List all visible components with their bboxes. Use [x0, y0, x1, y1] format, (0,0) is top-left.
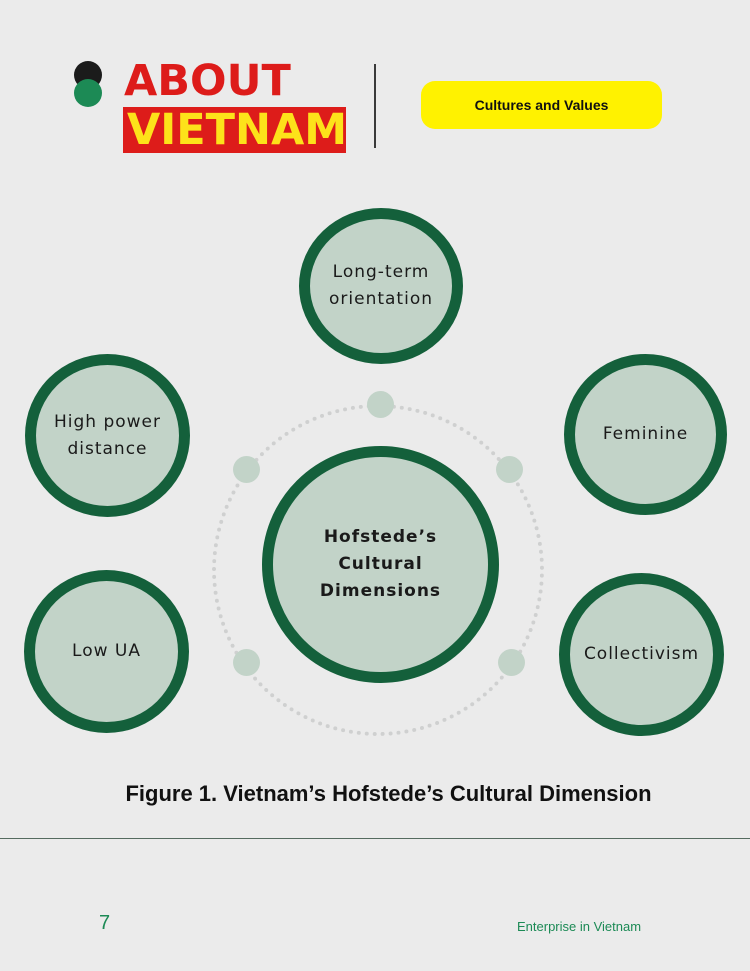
node-label: Long-term orientation	[329, 262, 433, 309]
figure-caption: Figure 1. Vietnam’s Hofstede’s Cultural …	[125, 781, 652, 806]
title-highlight-box	[123, 107, 346, 153]
footer-divider	[0, 838, 750, 839]
node-low-ua: Low UA	[24, 570, 189, 733]
node-label: Collectivism	[583, 644, 700, 664]
node-collectivism: Collectivism	[559, 573, 724, 736]
center-node: Hofstede’s Cultural Dimensions	[262, 446, 499, 683]
connector-dot	[498, 649, 525, 676]
node-high-power-distance: High power distance	[25, 354, 190, 517]
connector-dot	[233, 649, 260, 676]
title-about: ABOUT	[124, 56, 291, 106]
section-label: Cultures and Values	[421, 81, 662, 129]
connector-dot	[233, 456, 260, 483]
title-vietnam: VIETNAM	[127, 105, 348, 155]
logo-dot-green	[74, 79, 102, 107]
node-label: Low UA	[72, 641, 141, 661]
node-label: Feminine	[602, 424, 689, 444]
center-label: Hofstede’s Cultural Dimensions	[319, 527, 442, 601]
header-divider	[374, 64, 376, 148]
page-number: 7	[99, 912, 111, 934]
node-feminine: Feminine	[564, 354, 727, 515]
node-label: High power distance	[53, 411, 162, 459]
node-long-term-orientation: Long-term orientation	[299, 208, 463, 364]
connector-dot	[367, 391, 394, 418]
publication-name: Enterprise in Vietnam	[517, 919, 642, 934]
connector-dot	[496, 456, 523, 483]
